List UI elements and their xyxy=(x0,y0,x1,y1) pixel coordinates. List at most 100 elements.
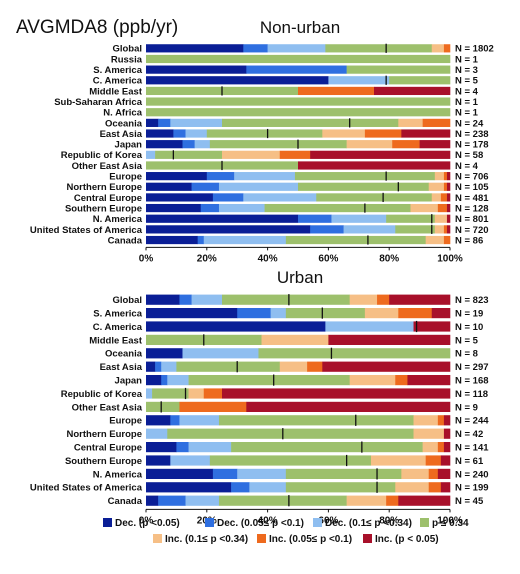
bar-segment-dec_p01 xyxy=(206,172,235,181)
bar-segment-inc_p01 xyxy=(443,235,451,245)
row-label: United States of America xyxy=(30,225,143,236)
bar-segment-p034 xyxy=(298,182,430,191)
bar-segment-dec_p034 xyxy=(218,203,265,213)
row-label: S. America xyxy=(93,309,142,320)
row-count: N = 58 xyxy=(455,150,483,161)
panel-title-non-urban: Non-urban xyxy=(260,18,340,37)
bar-segment-dec_p034 xyxy=(331,214,387,223)
bar-segment-p034 xyxy=(222,294,350,305)
row-label: Oceania xyxy=(105,118,143,129)
bar-segment-inc_p05 xyxy=(446,172,451,181)
bar-segment-dec_p05 xyxy=(146,308,238,319)
bar-segment-inc_p05 xyxy=(443,415,451,426)
bar-segment-dec_p034 xyxy=(234,172,296,181)
bar-segment-inc_p01 xyxy=(437,203,448,213)
row-label: C. America xyxy=(93,76,143,87)
bar-segment-inc_p01 xyxy=(307,361,323,372)
legend-swatch-inc_p01 xyxy=(257,534,266,543)
row-label: Republic of Korea xyxy=(61,389,143,400)
row-count: N = 105 xyxy=(455,182,489,193)
row-label: Other East Asia xyxy=(72,161,143,172)
bar-segment-dec_p034 xyxy=(179,415,220,426)
bar-segment-dec_p01 xyxy=(170,415,180,426)
bar-segment-dec_p01 xyxy=(158,495,186,506)
bar-segment-dec_p01 xyxy=(161,375,168,386)
bar-segment-dec_p034 xyxy=(191,294,223,305)
bar-segment-inc_p05 xyxy=(246,401,451,412)
row-label: Oceania xyxy=(105,349,143,360)
row-label: Global xyxy=(112,295,142,306)
row-count: N = 4 xyxy=(455,161,479,172)
bar-segment-dec_p05 xyxy=(146,44,244,53)
row-label: East Asia xyxy=(100,129,143,140)
row-label: Sub-Saharan Africa xyxy=(54,97,143,108)
bar-segment-dec_p034 xyxy=(185,495,220,506)
bar-segment-p034 xyxy=(146,54,451,64)
bar-segment-p034 xyxy=(285,308,366,319)
bar-segment-dec_p05 xyxy=(146,495,159,506)
x-tick-label: 60% xyxy=(318,515,338,526)
row-label: Central Europe xyxy=(74,193,142,204)
row-label: Canada xyxy=(108,496,143,507)
row-count: N = 481 xyxy=(455,193,489,204)
bar-segment-p034 xyxy=(167,428,414,439)
bar-segment-inc_p05 xyxy=(322,361,451,372)
row-count: N = 61 xyxy=(455,456,484,467)
bar-segment-dec_p01 xyxy=(243,44,268,53)
x-tick-label: 20% xyxy=(197,253,217,264)
row-count: N = 706 xyxy=(455,172,489,183)
x-tick-label: 40% xyxy=(258,253,278,264)
bar-segment-dec_p05 xyxy=(146,225,311,234)
row-count: N = 1802 xyxy=(455,44,494,55)
bar-segment-inc_p01 xyxy=(395,375,408,386)
bar-segment-dec_p034 xyxy=(237,468,287,479)
row-count: N = 24 xyxy=(455,118,484,129)
bar-segment-p034 xyxy=(146,108,451,117)
row-label: N. Africa xyxy=(103,108,142,119)
bar-segment-p034 xyxy=(146,97,451,106)
row-count: N = 5 xyxy=(455,335,479,346)
bar-segment-inc_p05 xyxy=(419,140,451,149)
bar-segment-inc_p01 xyxy=(203,388,223,399)
bar-segment-dec_p034 xyxy=(182,348,259,359)
legend-label-inc_p034: Inc. (0.1≤ p <0.34) xyxy=(165,534,248,545)
bar-segment-p034 xyxy=(264,203,411,213)
bar-segment-p034 xyxy=(231,442,423,453)
bar-segment-dec_p034 xyxy=(170,455,211,466)
row-count: N = 10 xyxy=(455,322,483,333)
bar-segment-inc_p034 xyxy=(413,428,445,439)
bar-segment-inc_p05 xyxy=(398,495,451,506)
bar-segment-dec_p05 xyxy=(146,294,180,305)
x-tick-label: 100% xyxy=(437,253,463,264)
row-label: Japan xyxy=(115,376,143,387)
row-label: Republic of Korea xyxy=(61,150,143,161)
bar-segment-dec_p05 xyxy=(146,118,159,127)
legend-swatch-inc_p034 xyxy=(153,534,162,543)
row-count: N = 199 xyxy=(455,483,489,494)
row-count: N = 5 xyxy=(455,76,479,87)
row-label: Central Europe xyxy=(74,443,142,454)
bar-segment-inc_p034 xyxy=(261,334,329,345)
legend-label-dec_p034: Dec. (0.1≤ p <0.34) xyxy=(325,518,412,529)
bar-segment-inc_p05 xyxy=(446,214,451,223)
bar-segment-dec_p05 xyxy=(146,361,156,372)
bar-segment-inc_p034 xyxy=(346,495,387,506)
row-label: Europe xyxy=(109,416,142,427)
row-label: United States of America xyxy=(30,483,143,494)
bar-segment-dec_p05 xyxy=(146,468,214,479)
bar-segment-inc_p05 xyxy=(310,150,451,159)
bar-segment-inc_p05 xyxy=(446,203,451,213)
bar-segment-inc_p01 xyxy=(437,442,445,453)
row-count: N = 823 xyxy=(455,295,489,306)
bar-segment-dec_p05 xyxy=(146,172,208,181)
bar-segment-dec_p05 xyxy=(146,235,198,245)
bar-segment-dec_p01 xyxy=(212,193,244,202)
legend-label-inc_p01: Inc. (0.05≤ p <0.1) xyxy=(269,534,352,545)
x-tick-label: 80% xyxy=(379,253,399,264)
bar-segment-dec_p034 xyxy=(243,193,317,202)
bar-segment-p034 xyxy=(346,65,451,74)
bar-segment-inc_p034 xyxy=(431,193,442,202)
row-label: Europe xyxy=(109,172,142,183)
bar-segment-dec_p05 xyxy=(146,203,202,213)
bar-segment-p034 xyxy=(209,140,347,149)
